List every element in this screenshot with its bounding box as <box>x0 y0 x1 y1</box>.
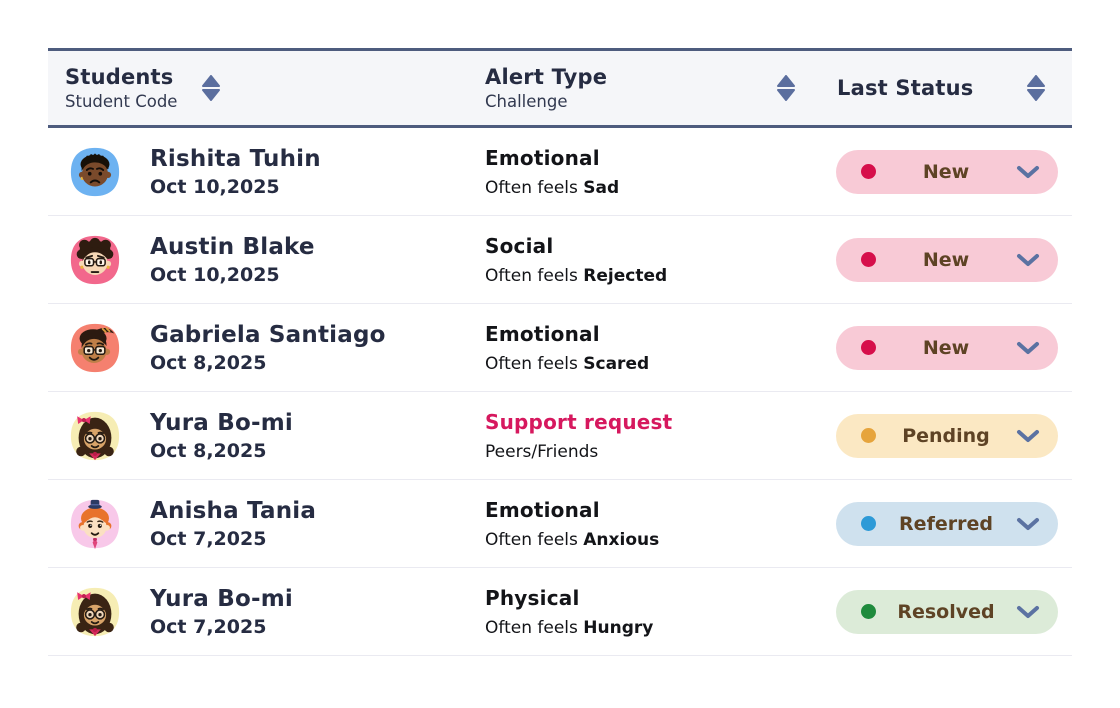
alert-detail: Often feels Rejected <box>485 265 668 286</box>
student-name: Anisha Tania <box>150 497 317 524</box>
alert-type: Social <box>485 233 554 258</box>
sort-alert-type-button[interactable] <box>775 73 797 103</box>
table-row[interactable]: Gabriela Santiago Oct 8,2025 Emotional O… <box>48 304 1072 392</box>
student-name: Gabriela Santiago <box>150 321 386 348</box>
chevron-down-icon <box>1016 429 1040 443</box>
alert-type: Physical <box>485 585 580 610</box>
student-name: Rishita Tuhin <box>150 145 321 172</box>
sort-last-status-button[interactable] <box>1025 73 1047 103</box>
column-subtitle: Challenge <box>485 92 568 111</box>
alert-detail: Peers/Friends <box>485 441 599 462</box>
sort-arrows-icon <box>202 75 220 101</box>
alert-date: Oct 8,2025 <box>150 439 267 462</box>
alert-date: Oct 7,2025 <box>150 615 267 638</box>
alert-cell: Emotional Often feels Scared <box>485 322 649 374</box>
chevron-down-icon <box>1016 605 1040 619</box>
column-header-students: Students Student Code <box>65 65 177 111</box>
alert-type: Emotional <box>485 145 600 170</box>
alert-detail: Often feels Sad <box>485 177 620 198</box>
column-subtitle: Student Code <box>65 92 178 111</box>
student-name: Austin Blake <box>150 233 315 260</box>
status-badge[interactable]: New <box>836 149 1058 194</box>
column-title: Alert Type <box>485 65 608 89</box>
column-header-alert-type: Alert Type Challenge <box>485 65 607 111</box>
alert-date: Oct 8,2025 <box>150 351 267 374</box>
status-dot-icon <box>861 604 876 619</box>
gabriela-avatar <box>68 321 122 375</box>
chevron-down-icon <box>1016 341 1040 355</box>
alert-cell: Support request Peers/Friends <box>485 410 672 462</box>
status-label: Resolved <box>897 600 995 623</box>
anisha-avatar <box>68 497 122 551</box>
alert-type: Emotional <box>485 321 600 346</box>
student-cell: Austin Blake Oct 10,2025 <box>150 234 315 286</box>
alert-cell: Physical Often feels Hungry <box>485 586 653 638</box>
alert-date: Oct 7,2025 <box>150 527 267 550</box>
alert-detail: Often feels Hungry <box>485 617 654 638</box>
alert-date: Oct 10,2025 <box>150 263 280 286</box>
table-row[interactable]: Rishita Tuhin Oct 10,2025 Emotional Ofte… <box>48 128 1072 216</box>
table-header: Students Student Code Alert Type Challen… <box>48 48 1072 128</box>
yura-avatar <box>68 585 122 639</box>
alert-date: Oct 10,2025 <box>150 175 280 198</box>
status-label: Referred <box>899 512 993 535</box>
column-header-last-status: Last Status <box>837 76 973 100</box>
alert-type: Emotional <box>485 497 600 522</box>
status-dot-icon <box>861 340 876 355</box>
alert-cell: Emotional Often feels Anxious <box>485 498 659 550</box>
sort-students-button[interactable] <box>200 73 222 103</box>
student-name: Yura Bo-mi <box>150 585 293 612</box>
status-label: New <box>922 248 970 271</box>
student-cell: Rishita Tuhin Oct 10,2025 <box>150 146 321 198</box>
yura-avatar <box>68 409 122 463</box>
status-badge[interactable]: Pending <box>836 413 1058 458</box>
student-cell: Yura Bo-mi Oct 8,2025 <box>150 410 293 462</box>
column-title: Last Status <box>837 76 974 100</box>
alert-type: Support request <box>485 409 673 434</box>
column-title: Students <box>65 65 174 89</box>
status-badge[interactable]: Referred <box>836 501 1058 546</box>
status-dot-icon <box>861 164 876 179</box>
status-dot-icon <box>861 252 876 267</box>
status-badge[interactable]: Resolved <box>836 589 1058 634</box>
table-row[interactable]: Yura Bo-mi Oct 8,2025 Support request Pe… <box>48 392 1072 480</box>
status-dot-icon <box>861 428 876 443</box>
status-dot-icon <box>861 516 876 531</box>
sort-arrows-icon <box>777 75 795 101</box>
alert-cell: Emotional Often feels Sad <box>485 146 619 198</box>
student-alerts-table: Students Student Code Alert Type Challen… <box>48 48 1072 656</box>
status-badge[interactable]: New <box>836 325 1058 370</box>
student-name: Yura Bo-mi <box>150 409 293 436</box>
alert-cell: Social Often feels Rejected <box>485 234 667 286</box>
table-row[interactable]: Yura Bo-mi Oct 7,2025 Physical Often fee… <box>48 568 1072 656</box>
table-row[interactable]: Austin Blake Oct 10,2025 Social Often fe… <box>48 216 1072 304</box>
status-label: Pending <box>902 424 990 447</box>
status-label: New <box>922 160 970 183</box>
status-badge[interactable]: New <box>836 237 1058 282</box>
student-cell: Yura Bo-mi Oct 7,2025 <box>150 586 293 638</box>
austin-avatar <box>68 233 122 287</box>
alert-detail: Often feels Scared <box>485 353 650 374</box>
chevron-down-icon <box>1016 253 1040 267</box>
alert-detail: Often feels Anxious <box>485 529 660 550</box>
chevron-down-icon <box>1016 165 1040 179</box>
chevron-down-icon <box>1016 517 1040 531</box>
table-row[interactable]: Anisha Tania Oct 7,2025 Emotional Often … <box>48 480 1072 568</box>
rishita-avatar <box>68 145 122 199</box>
student-cell: Gabriela Santiago Oct 8,2025 <box>150 322 386 374</box>
status-label: New <box>922 336 970 359</box>
student-cell: Anisha Tania Oct 7,2025 <box>150 498 316 550</box>
sort-arrows-icon <box>1027 75 1045 101</box>
